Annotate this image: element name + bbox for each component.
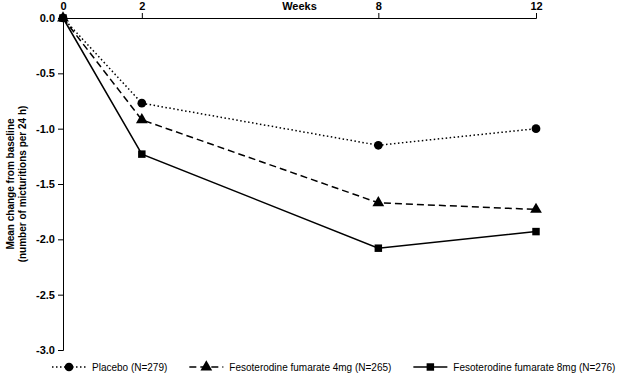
x-tick: 8 <box>376 0 382 18</box>
series-marker <box>57 11 69 21</box>
y-axis-line <box>58 19 64 351</box>
legend-marker <box>65 363 74 372</box>
y-axis: 0.0 -0.5 -1.0 -1.5 -2.0 -2.5 -3.0 <box>36 12 63 356</box>
series-marker <box>59 14 68 23</box>
y-tick-label: -3.0 <box>36 344 55 356</box>
plot: 0 2 8 12 Weeks 0.0 -0.5 -1.0 -1.5 -2.0 -2.5 -3.0 <box>36 0 543 356</box>
series-marker <box>532 228 539 235</box>
y-tick-label: -0.5 <box>36 67 55 79</box>
y-tick-mark <box>58 73 63 74</box>
series-line <box>63 18 536 145</box>
series-marker <box>530 203 542 213</box>
legend-item: Fesoterodine fumarate 8mg (N=276) <box>413 362 615 373</box>
x-tick-mark <box>378 13 379 18</box>
y-tick-mark <box>58 295 63 296</box>
series-marker <box>372 196 384 206</box>
y-tick: -1.5 <box>36 178 63 190</box>
x-tick: 12 <box>530 0 542 18</box>
series-group <box>57 11 542 252</box>
y-tick-label: -1.0 <box>36 123 55 135</box>
x-tick-mark <box>142 13 143 18</box>
legend-item: Placebo (N=279) <box>52 362 167 373</box>
series-line <box>63 18 536 209</box>
y-tick: -1.0 <box>36 123 63 135</box>
y-tick-label: 0.0 <box>40 12 55 24</box>
x-tick-label: 8 <box>376 0 382 12</box>
y-tick-mark <box>58 239 63 240</box>
legend-label: Fesoterodine fumarate 8mg (N=276) <box>453 362 615 373</box>
legend-marker <box>200 360 212 370</box>
series-marker <box>532 124 541 133</box>
chart: 0 2 8 12 Weeks 0.0 -0.5 -1.0 -1.5 -2.0 -2.5 -3.0 Mea… <box>0 0 624 385</box>
series-marker <box>59 14 66 21</box>
legend-item: Fesoterodine fumarate 4mg (N=265) <box>189 360 391 373</box>
x-axis-title: Weeks <box>282 0 317 12</box>
x-tick-label: 12 <box>530 0 542 12</box>
legend-label: Placebo (N=279) <box>92 362 167 373</box>
series-marker <box>136 113 148 123</box>
y-tick: -2.5 <box>36 289 63 301</box>
y-axis-title: Mean change from baseline(number of mict… <box>5 106 28 263</box>
series-marker <box>138 150 145 157</box>
x-tick-mark <box>536 13 537 18</box>
x-axis: 0 2 8 12 <box>60 0 542 19</box>
y-tick-mark <box>58 184 63 185</box>
y-tick-label: -2.0 <box>36 233 55 245</box>
legend-marker <box>427 363 434 370</box>
series-marker <box>374 141 383 150</box>
y-tick-label: -1.5 <box>36 178 55 190</box>
y-tick-mark <box>58 129 63 130</box>
legend: Placebo (N=279) Fesoterodine fumarate 4mg… <box>52 360 615 373</box>
y-tick: -3.0 <box>36 344 63 356</box>
y-tick: -2.0 <box>36 233 63 245</box>
x-tick: 2 <box>139 0 145 18</box>
series-marker <box>137 99 146 108</box>
y-tick-mark <box>58 350 63 351</box>
x-tick-label: 0 <box>60 0 66 12</box>
x-tick-label: 2 <box>139 0 145 12</box>
y-tick: -0.5 <box>36 67 63 79</box>
y-tick-label: -2.5 <box>36 289 55 301</box>
series-marker <box>375 244 382 251</box>
legend-label: Fesoterodine fumarate 4mg (N=265) <box>229 362 391 373</box>
x-axis-line <box>64 13 537 19</box>
series-line <box>63 18 536 248</box>
